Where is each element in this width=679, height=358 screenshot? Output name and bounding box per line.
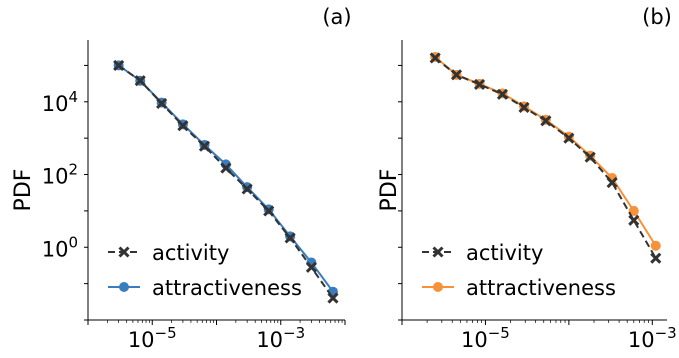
- legend-label: attractiveness: [466, 276, 616, 300]
- x-marker-stroke: [473, 78, 486, 90]
- legend-item-attractiveness: attractiveness: [108, 276, 302, 300]
- legend-marker: [118, 246, 130, 258]
- data-point-activity: [540, 115, 552, 127]
- series-activity: [429, 52, 662, 264]
- y-axis-label: PDF: [377, 169, 402, 212]
- x-marker-stroke: [113, 59, 125, 71]
- legend-marker: [433, 282, 443, 292]
- data-point-activity: [177, 120, 189, 132]
- x-marker-stroke: [628, 214, 640, 226]
- panel-label: (b): [642, 5, 672, 29]
- data-point-activity: [284, 232, 296, 244]
- data-point-activity: [327, 292, 339, 304]
- data-point-activity: [496, 88, 509, 100]
- chart-panel-a: 10−5 10−3 100 102 104 PDF (a) activity attractiv…: [11, 5, 352, 352]
- x-marker-stroke: [177, 120, 189, 132]
- series-attractiveness: [430, 52, 661, 251]
- y-tick-label: 102: [42, 161, 78, 189]
- x-marker-stroke: [650, 252, 662, 264]
- x-tick-label: 10−5: [128, 324, 177, 352]
- x-marker-stroke: [241, 183, 253, 195]
- data-point-activity: [473, 78, 486, 90]
- legend: activity attractiveness: [108, 241, 302, 300]
- legend-item-attractiveness: attractiveness: [422, 276, 616, 300]
- data-point-activity: [134, 75, 146, 87]
- legend-marker: [119, 282, 129, 292]
- data-point-activity: [220, 162, 232, 174]
- chart-panel-b: 10−5 10−3 PDF (b) activity attractiveness: [377, 5, 677, 352]
- x-marker-stroke: [540, 115, 552, 127]
- series-line-activity: [434, 57, 657, 259]
- data-point-activity: [563, 132, 575, 144]
- data-point-activity: [241, 183, 253, 195]
- data-point-activity: [650, 252, 662, 264]
- data-point-attractiveness: [650, 240, 661, 251]
- data-point-activity: [263, 205, 275, 217]
- data-point-activity: [606, 177, 618, 189]
- x-marker-stroke: [450, 69, 463, 81]
- data-point-activity: [198, 140, 211, 152]
- x-marker-stroke: [263, 205, 275, 217]
- legend-item-activity: activity: [422, 241, 543, 265]
- data-point-activity: [518, 101, 530, 113]
- x-marker-stroke: [563, 132, 575, 144]
- panel-label: (a): [322, 5, 351, 29]
- x-marker-stroke: [496, 88, 509, 100]
- series-activity: [113, 59, 339, 304]
- x-marker-stroke: [156, 97, 168, 110]
- x-marker-stroke: [606, 177, 618, 189]
- legend: activity attractiveness: [422, 241, 616, 300]
- y-tick-label: 100: [42, 233, 78, 261]
- x-marker-stroke: [429, 52, 441, 64]
- x-marker-stroke: [198, 140, 211, 152]
- x-marker-stroke: [220, 162, 232, 174]
- y-axis-label: PDF: [11, 169, 36, 212]
- data-point-activity: [113, 59, 125, 71]
- x-tick-label: 10−3: [628, 324, 677, 352]
- legend-marker: [432, 246, 444, 258]
- x-marker-stroke: [134, 75, 146, 87]
- data-point-activity: [305, 261, 317, 273]
- x-tick-label: 10−5: [461, 324, 510, 352]
- legend-item-activity: activity: [108, 241, 229, 265]
- x-marker-stroke: [327, 292, 339, 304]
- legend-label: activity: [152, 241, 229, 265]
- data-point-activity: [156, 97, 168, 110]
- data-point-attractiveness: [628, 205, 639, 216]
- data-point-activity: [628, 214, 640, 226]
- data-point-activity: [584, 151, 596, 163]
- data-point-activity: [450, 69, 463, 81]
- x-tick-label: 10−3: [256, 324, 305, 352]
- legend-label: activity: [466, 241, 543, 265]
- series-line-attractiveness: [434, 56, 657, 247]
- x-marker-stroke: [305, 261, 317, 273]
- x-marker-stroke: [518, 101, 530, 113]
- data-point-activity: [429, 52, 441, 64]
- y-tick-label: 104: [42, 88, 78, 116]
- x-marker-stroke: [584, 151, 596, 163]
- legend-label: attractiveness: [152, 276, 302, 300]
- x-marker-stroke: [284, 232, 296, 244]
